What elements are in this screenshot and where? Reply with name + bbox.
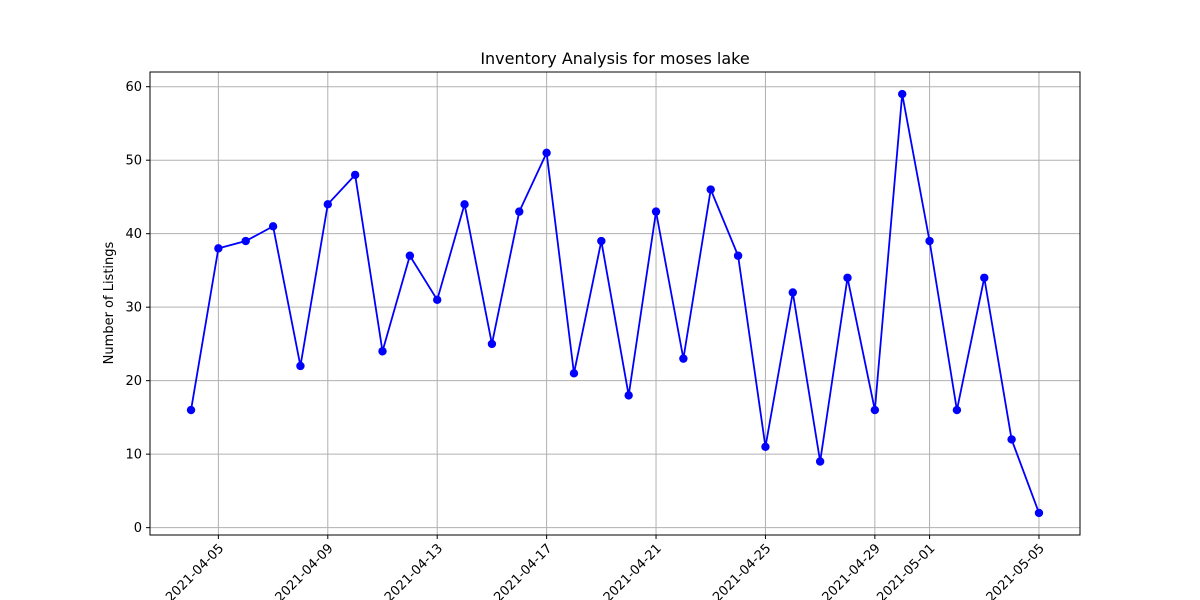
data-point xyxy=(515,207,524,216)
grid-lines xyxy=(150,72,1080,535)
data-point xyxy=(542,148,551,158)
x-tick-label: 2021-04-13 xyxy=(382,541,446,600)
data-point xyxy=(433,295,442,305)
series-line xyxy=(190,93,1040,514)
data-point xyxy=(241,236,250,246)
data-point xyxy=(843,273,852,282)
data-point xyxy=(651,207,661,216)
plot-frame xyxy=(149,71,1081,536)
y-tick-label: 20 xyxy=(125,374,142,389)
series-layer xyxy=(186,89,1044,518)
x-tick-label: 2021-04-05 xyxy=(163,541,227,600)
x-tick-label: 2021-04-21 xyxy=(601,541,665,600)
data-point xyxy=(186,405,196,415)
x-tick-label: 2021-04-25 xyxy=(710,541,774,600)
data-point xyxy=(980,273,989,282)
axes: 2021-04-05 2021-04-09 2021-04-13 2021-04-17… xyxy=(125,80,1047,600)
chart-title: Inventory Analysis for moses lake xyxy=(480,49,749,68)
y-tick-label: 60 xyxy=(125,80,142,95)
y-tick-label: 0 xyxy=(134,521,142,536)
data-point xyxy=(323,200,332,209)
data-point xyxy=(733,251,743,260)
data-point xyxy=(870,405,880,415)
data-point xyxy=(925,236,934,246)
data-point xyxy=(569,369,579,378)
data-point xyxy=(706,185,715,194)
data-point xyxy=(898,89,907,99)
data-point xyxy=(679,354,688,363)
data-point xyxy=(378,347,387,356)
x-tick-label: 2021-04-09 xyxy=(273,541,337,600)
data-point xyxy=(405,251,415,260)
data-point xyxy=(296,361,305,371)
data-point xyxy=(214,244,223,253)
data-point xyxy=(1034,508,1044,518)
y-tick-label: 40 xyxy=(125,227,142,242)
data-point xyxy=(815,457,825,466)
data-point xyxy=(350,170,360,180)
data-point xyxy=(597,236,606,246)
data-point xyxy=(487,339,497,349)
data-point xyxy=(624,391,633,400)
data-point xyxy=(268,222,278,231)
data-point xyxy=(788,288,797,297)
y-tick-label: 50 xyxy=(125,154,142,169)
data-point xyxy=(460,200,469,209)
y-axis-label: Number of Listings xyxy=(102,241,117,364)
data-point xyxy=(1007,435,1016,444)
data-point xyxy=(761,442,770,452)
x-tick-label: 2021-04-17 xyxy=(491,541,555,600)
data-point xyxy=(952,405,962,415)
x-tick-label: 2021-05-05 xyxy=(984,541,1048,600)
y-tick-label: 30 xyxy=(125,301,142,316)
x-tick-label: 2021-04-29 xyxy=(820,541,884,600)
x-tick-label: 2021-05-01 xyxy=(874,541,938,600)
y-tick-label: 10 xyxy=(125,448,142,463)
